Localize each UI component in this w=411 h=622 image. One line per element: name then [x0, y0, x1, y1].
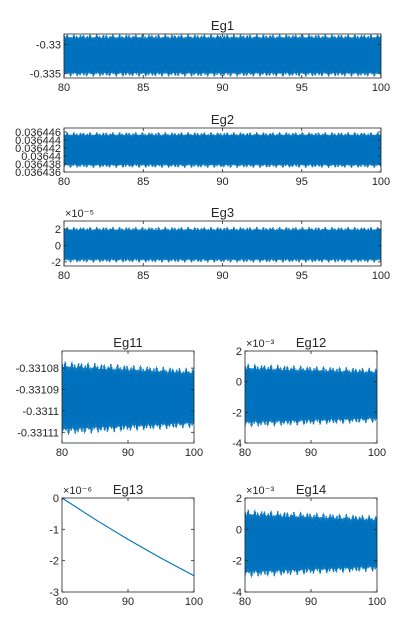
y-tick-label: 0.036438	[15, 159, 61, 171]
y-tick-label: 0.036442	[15, 143, 61, 155]
x-tick-label: 95	[296, 176, 308, 188]
x-tick-label: 90	[122, 447, 134, 459]
x-tick-label: 100	[185, 447, 203, 459]
chart-title-eg2: Eg2	[211, 112, 234, 127]
chart-title-eg3: Eg3	[211, 205, 234, 220]
chart-eg13: 80 90 100 0 -1 -2 -3 Eg13 ×10⁻⁶	[49, 482, 203, 608]
y-tick-label: -4	[232, 587, 242, 599]
y-tick-label: 0.036436	[15, 167, 61, 179]
x-tick-label: 90	[216, 176, 228, 188]
y-exponent-label: ×10⁻³	[246, 485, 274, 497]
series-line-eg1-0	[63, 34, 382, 77]
y-tick-label: 0.03644	[21, 151, 61, 163]
y-exponent-label: ×10⁻⁶	[63, 485, 92, 497]
chart-eg3: 80 85 90 95 100 2 0 -2 Eg3 ×10⁻⁵	[51, 205, 390, 282]
x-tick-label: 80	[56, 447, 68, 459]
x-tick-label: 90	[122, 596, 134, 608]
x-tick-label: 90	[216, 82, 228, 94]
y-tick-label: 0	[55, 241, 61, 253]
x-tick-label: 100	[372, 270, 390, 282]
x-tick-label: 100	[185, 596, 203, 608]
y-tick-label: 0	[53, 493, 59, 505]
y-tick-label: 0	[236, 377, 242, 389]
chart-eg2: 80 85 90 95 1000.0364460.0364440.0364420.036…	[15, 112, 390, 188]
x-tick-label: 95	[296, 270, 308, 282]
y-tick-label: 2	[236, 493, 242, 505]
series-line-eg14-0	[244, 509, 378, 578]
series-line-eg12-0	[244, 363, 378, 428]
x-tick-label: 90	[305, 447, 317, 459]
x-tick-label: 100	[368, 596, 386, 608]
chart-eg1: 80 85 90 95 100 -0.33 -0.335 Eg1	[30, 18, 390, 94]
y-tick-label: -0.335	[30, 68, 61, 80]
x-tick-label: 80	[58, 176, 70, 188]
y-tick-label: -0.3311	[23, 406, 60, 418]
x-tick-label: 80	[58, 82, 70, 94]
chart-title-eg13: Eg13	[113, 482, 143, 497]
y-tick-label: -4	[232, 438, 242, 450]
y-tick-label: -3	[49, 587, 59, 599]
chart-title-eg1: Eg1	[211, 18, 234, 33]
y-tick-label: 2	[236, 346, 242, 358]
chart-title-eg12: Eg12	[296, 335, 326, 350]
y-exponent-label: ×10⁻⁵	[65, 208, 94, 220]
x-tick-label: 90	[305, 596, 317, 608]
x-tick-label: 80	[56, 596, 68, 608]
chart-title-eg14: Eg14	[296, 482, 326, 497]
series-line-eg11-0	[61, 360, 195, 436]
series-line-eg3-0	[63, 226, 382, 263]
x-tick-label: 80	[239, 447, 251, 459]
y-tick-label: -0.33	[36, 39, 61, 51]
y-tick-label: 0.036444	[15, 135, 61, 147]
y-tick-label: -2	[51, 257, 61, 269]
y-tick-label: -0.33108	[16, 363, 59, 375]
chart-title-eg11: Eg11	[113, 335, 142, 350]
x-tick-label: 80	[58, 270, 70, 282]
x-tick-label: 100	[372, 82, 390, 94]
x-tick-label: 90	[216, 270, 228, 282]
y-tick-label: -2	[232, 556, 242, 568]
y-tick-label: -0.33111	[17, 427, 59, 439]
x-tick-label: 85	[137, 82, 149, 94]
x-tick-label: 85	[137, 270, 149, 282]
y-tick-label: 2	[55, 224, 61, 236]
chart-eg12: 80 90 100 2 0 -2 -4 Eg12 ×10⁻³	[232, 335, 386, 459]
chart-eg11: 80 90 100 -0.33108 -0.33109 -0.3311 -0.33111 Eg…	[16, 335, 204, 459]
x-tick-label: 100	[372, 176, 390, 188]
y-tick-label: -2	[232, 407, 242, 419]
y-tick-label: -0.33109	[16, 385, 59, 397]
y-tick-label: -2	[49, 556, 59, 568]
x-tick-label: 85	[137, 176, 149, 188]
x-tick-label: 100	[368, 447, 386, 459]
y-tick-label: 0	[236, 524, 242, 536]
series-line-eg2-0	[63, 131, 382, 169]
x-tick-label: 95	[296, 82, 308, 94]
y-tick-label: 0.036446	[15, 127, 61, 139]
chart-eg14: 80 90 100 2 0 -2 -4 Eg14 ×10⁻³	[232, 482, 386, 608]
axes-box-eg13	[61, 497, 195, 593]
y-exponent-label: ×10⁻³	[246, 338, 274, 350]
y-tick-label: -1	[49, 524, 59, 536]
x-tick-label: 80	[239, 596, 251, 608]
series-line-eg13-0	[61, 497, 195, 577]
